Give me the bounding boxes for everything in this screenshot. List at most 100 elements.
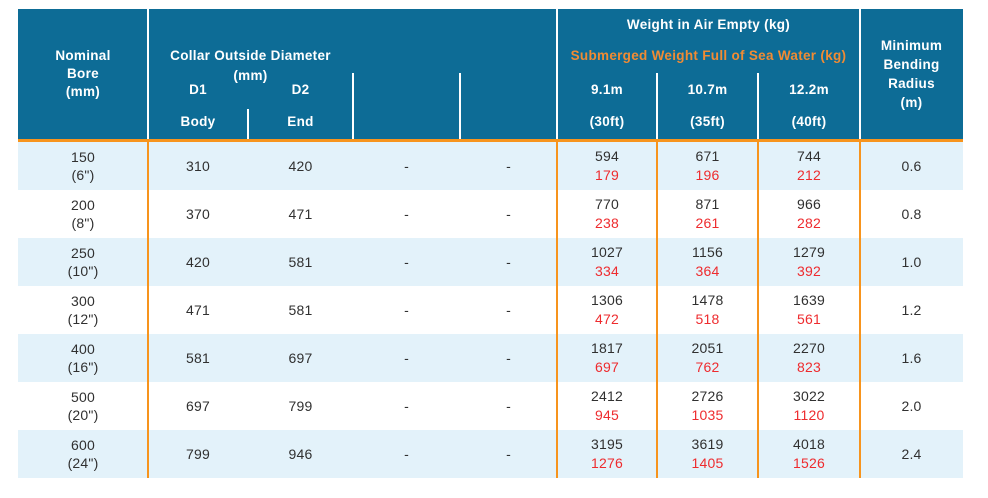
- cell-bending-radius: 2.4: [901, 446, 922, 462]
- weight-air-value: 3619: [691, 436, 724, 452]
- cell-bending-radius: 2.0: [901, 398, 922, 414]
- weight-air-value: 2051: [691, 340, 724, 356]
- cell-weight-9-1m: 770 238: [557, 190, 657, 238]
- header-length-10-7m: 10.7m: [687, 82, 728, 97]
- weight-air-value: 1639: [793, 292, 825, 308]
- cell-bending-radius: 1.0: [901, 254, 922, 270]
- table-row: 150 (6") 310 420 - - 594 179 671 196 744 21…: [18, 142, 963, 190]
- cell-weight-10-7m: 871 261: [657, 190, 758, 238]
- cell-d2-end: 581: [288, 254, 313, 270]
- weight-submerged-value: 1276: [591, 455, 623, 471]
- cell-d1-body: 370: [186, 206, 210, 222]
- header-d1-body: Body: [180, 114, 216, 129]
- cell-weight-10-7m: 671 196: [657, 142, 758, 190]
- header-divider: [656, 73, 658, 139]
- weight-submerged-value: 518: [695, 311, 720, 327]
- weight-air-value: 3195: [591, 436, 623, 452]
- cell-blank-2: -: [506, 302, 511, 318]
- header-minimum-bending-radius: Minimum Bending Radius (m): [880, 38, 943, 110]
- spec-table: Nominal Bore (mm) Collar Outside Diamete…: [18, 9, 963, 478]
- cell-weight-12-2m: 966 282: [758, 190, 860, 238]
- weight-submerged-value: 282: [797, 215, 821, 231]
- weight-air-value: 744: [797, 148, 821, 164]
- weight-air-value: 770: [595, 196, 619, 212]
- header-length-9-1m: 9.1m: [591, 82, 623, 97]
- weight-submerged-value: 1120: [793, 407, 825, 423]
- header-length-12-2m: 12.2m: [789, 82, 829, 97]
- weight-air-value: 1306: [591, 292, 623, 308]
- cell-blank-2: -: [506, 158, 511, 174]
- cell-blank-1: -: [404, 302, 409, 318]
- header-length-40ft: (40ft): [791, 114, 827, 129]
- cell-blank-1: -: [404, 254, 409, 270]
- cell-weight-12-2m: 1279 392: [758, 238, 860, 286]
- weight-air-value: 966: [797, 196, 821, 212]
- cell-blank-2: -: [506, 254, 511, 270]
- header-divider: [757, 73, 759, 139]
- weight-air-value: 2726: [691, 388, 724, 404]
- cell-weight-10-7m: 3619 1405: [657, 430, 758, 478]
- header-divider: [556, 9, 558, 139]
- weight-submerged-value: 697: [595, 359, 619, 375]
- header-divider: [352, 73, 354, 139]
- cell-blank-1: -: [404, 206, 409, 222]
- cell-d1-body: 581: [186, 350, 210, 366]
- table-row: 500 (20") 697 799 - - 2412 945 2726 1035 3…: [18, 382, 963, 430]
- cell-blank-1: -: [404, 398, 409, 414]
- cell-nominal-bore: 150 (6"): [71, 149, 95, 183]
- cell-d2-end: 946: [288, 446, 313, 462]
- column-divider: [556, 142, 558, 478]
- cell-blank-2: -: [506, 446, 511, 462]
- weight-air-value: 671: [695, 148, 720, 164]
- weight-submerged-value: 212: [797, 167, 821, 183]
- cell-d1-body: 310: [186, 158, 210, 174]
- cell-weight-10-7m: 2726 1035: [657, 382, 758, 430]
- cell-weight-10-7m: 2051 762: [657, 334, 758, 382]
- weight-air-value: 1478: [691, 292, 724, 308]
- cell-weight-12-2m: 4018 1526: [758, 430, 860, 478]
- cell-weight-10-7m: 1478 518: [657, 286, 758, 334]
- weight-air-value: 2412: [591, 388, 623, 404]
- table-row: 400 (16") 581 697 - - 1817 697 2051 762 22…: [18, 334, 963, 382]
- weight-air-value: 1027: [591, 244, 623, 260]
- cell-nominal-bore: 500 (20"): [67, 389, 99, 423]
- header-underline: [18, 139, 963, 142]
- cell-d2-end: 420: [288, 158, 313, 174]
- cell-weight-12-2m: 2270 823: [758, 334, 860, 382]
- weight-submerged-value: 1526: [793, 455, 825, 471]
- cell-weight-12-2m: 3022 1120: [758, 382, 860, 430]
- cell-d1-body: 420: [186, 254, 210, 270]
- header-divider: [247, 109, 249, 139]
- column-divider: [757, 142, 759, 478]
- weight-submerged-value: 945: [595, 407, 619, 423]
- cell-d2-end: 697: [288, 350, 313, 366]
- cell-nominal-bore: 250 (10"): [67, 245, 99, 279]
- header-divider: [459, 73, 461, 139]
- weight-air-value: 3022: [793, 388, 825, 404]
- cell-blank-2: -: [506, 350, 511, 366]
- weight-air-value: 1817: [591, 340, 623, 356]
- header-divider: [859, 9, 861, 139]
- header-nominal-bore: Nominal Bore (mm): [55, 48, 111, 99]
- weight-submerged-value: 561: [797, 311, 821, 327]
- table-row: 600 (24") 799 946 - - 3195 1276 3619 1405 …: [18, 430, 963, 478]
- cell-weight-9-1m: 2412 945: [557, 382, 657, 430]
- cell-d2-end: 581: [288, 302, 313, 318]
- weight-air-value: 2270: [793, 340, 825, 356]
- cell-d2-end: 799: [288, 398, 313, 414]
- cell-bending-radius: 1.6: [901, 350, 922, 366]
- weight-submerged-value: 238: [595, 215, 619, 231]
- cell-nominal-bore: 600 (24"): [67, 437, 99, 471]
- table-header: Nominal Bore (mm) Collar Outside Diamete…: [18, 9, 963, 139]
- weight-submerged-value: 762: [695, 359, 720, 375]
- weight-submerged-value: 1405: [691, 455, 724, 471]
- cell-blank-2: -: [506, 206, 511, 222]
- weight-submerged-value: 392: [797, 263, 821, 279]
- cell-weight-9-1m: 1817 697: [557, 334, 657, 382]
- cell-weight-9-1m: 3195 1276: [557, 430, 657, 478]
- table-row: 200 (8") 370 471 - - 770 238 871 261 966 28…: [18, 190, 963, 238]
- weight-air-value: 4018: [793, 436, 825, 452]
- header-submerged-weight: Submerged Weight Full of Sea Water (kg): [570, 48, 847, 63]
- cell-blank-1: -: [404, 350, 409, 366]
- cell-blank-1: -: [404, 446, 409, 462]
